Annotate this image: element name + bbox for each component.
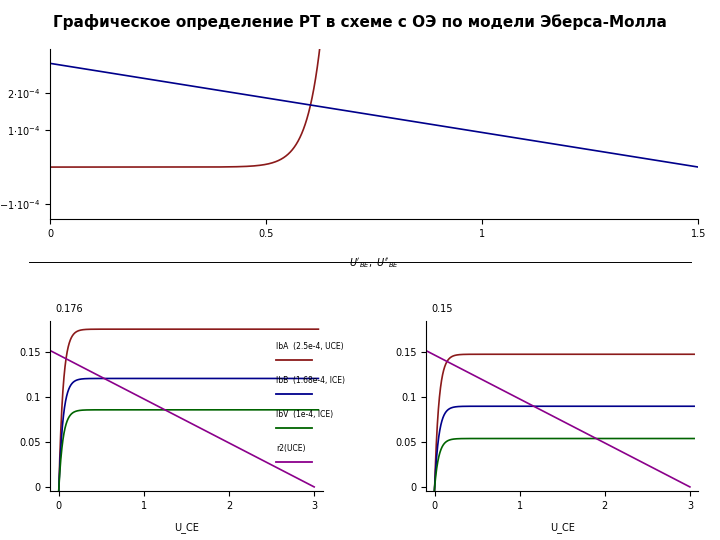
Text: U_CE: U_CE [174,522,199,533]
Text: r2(UCE): r2(UCE) [276,444,306,453]
Text: 0.15: 0.15 [431,304,453,314]
Text: 0.176: 0.176 [56,304,84,314]
Text: IbB  (1.68e-4, ICE): IbB (1.68e-4, ICE) [276,376,346,385]
Text: Графическое определение РТ в схеме с ОЭ по модели Эберса-Молла: Графическое определение РТ в схеме с ОЭ … [53,14,667,30]
Text: U_CE: U_CE [550,522,575,533]
Text: IbV  (1e-4, ICE): IbV (1e-4, ICE) [276,410,333,419]
Text: $U'_{BE},\; U''_{BE}$: $U'_{BE},\; U''_{BE}$ [349,256,400,270]
Text: IbA  (2.5e-4, UCE): IbA (2.5e-4, UCE) [276,342,344,351]
